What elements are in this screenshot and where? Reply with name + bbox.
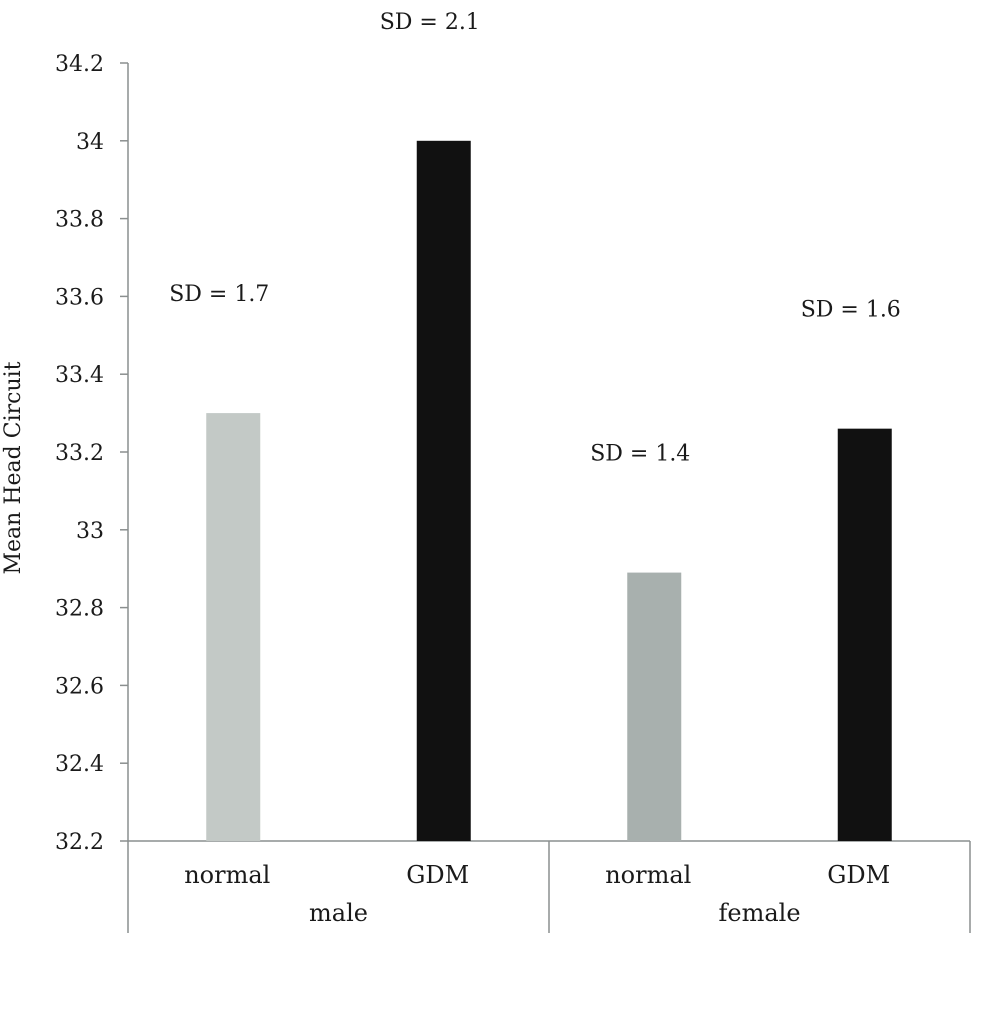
y-tick-label: 32.4 xyxy=(55,752,104,777)
y-tick-label: 33.2 xyxy=(55,441,104,466)
bars xyxy=(206,140,892,842)
category-label: normal xyxy=(605,861,691,889)
group-label: male xyxy=(309,899,368,927)
y-tick-label: 33.8 xyxy=(55,208,104,233)
sd-label: SD = 1.7 xyxy=(169,282,269,307)
sd-label: SD = 2.1 xyxy=(380,10,480,35)
bar-female-gdm xyxy=(837,428,892,841)
y-tick-label: 32.8 xyxy=(55,597,104,622)
y-tick-label: 32.2 xyxy=(55,830,104,855)
sd-label: SD = 1.6 xyxy=(801,298,901,323)
y-tick-label: 33.4 xyxy=(55,363,104,388)
sd-annotations: SD = 1.7 SD = 2.1 SD = 1.4 SD = 1.6 xyxy=(169,10,901,467)
y-tick-label: 32.6 xyxy=(55,674,104,699)
category-label: GDM xyxy=(827,861,890,889)
group-labels: male female xyxy=(309,899,800,927)
y-tick-label: 33 xyxy=(76,519,104,544)
category-label: GDM xyxy=(406,861,469,889)
bar-male-normal xyxy=(206,413,261,841)
bar-male-gdm xyxy=(416,140,471,842)
y-axis-title: Mean Head Circuit xyxy=(1,361,26,574)
y-tick-label: 33.6 xyxy=(55,285,104,310)
group-label: female xyxy=(718,899,800,927)
y-tick-label: 34 xyxy=(76,130,104,155)
bar-female-normal xyxy=(627,572,682,841)
sd-label: SD = 1.4 xyxy=(590,442,690,467)
category-label: normal xyxy=(184,861,270,889)
category-labels: normal GDM normal GDM xyxy=(184,861,890,889)
axes xyxy=(127,63,971,933)
y-tick-label: 34.2 xyxy=(55,52,104,77)
y-axis-ticks: 32.2 32.4 32.6 32.8 33 33.2 33.4 33.6 33.8 34 34.2 xyxy=(55,52,128,855)
